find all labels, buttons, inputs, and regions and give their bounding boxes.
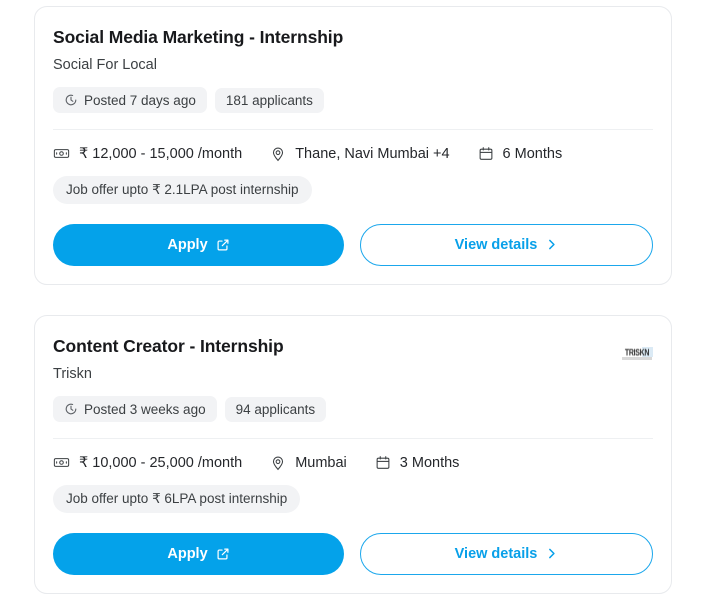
offer-row: Job offer upto ₹ 6LPA post internship [51, 485, 655, 513]
duration-text: 6 Months [502, 145, 563, 162]
company-logo-accent [642, 346, 653, 357]
company-logo: TRISKN [619, 344, 655, 362]
apply-button[interactable]: Apply [53, 223, 344, 266]
view-details-button[interactable]: View details [360, 223, 653, 266]
chevron-right-icon [545, 238, 558, 251]
applicants-pill: 181 applicants [214, 87, 324, 114]
offer-pill: Job offer upto ₹ 2.1LPA post internship [53, 176, 312, 204]
job-title: Social Media Marketing - Internship [53, 27, 344, 47]
chevron-right-icon [545, 547, 558, 560]
location-fact: Mumbai [270, 455, 347, 471]
calendar-icon [478, 146, 494, 162]
job-title: Content Creator - Internship [53, 335, 284, 356]
posted-pill: Posted 7 days ago [53, 87, 207, 114]
view-details-button[interactable]: View details [360, 532, 653, 575]
job-facts-row: ₹ 12,000 - 15,000 /month Thane, Navi Mum… [51, 145, 655, 162]
offer-row: Job offer upto ₹ 2.1LPA post internship [51, 176, 655, 204]
posted-text: Posted 7 days ago [84, 92, 196, 108]
applicants-text: 94 applicants [235, 401, 316, 417]
location-fact: Thane, Navi Mumbai +4 [270, 145, 450, 162]
offer-text: Job offer upto ₹ 6LPA post internship [66, 491, 288, 507]
external-link-icon [216, 238, 230, 252]
card-divider [53, 438, 653, 440]
duration-text: 3 Months [399, 454, 460, 471]
company-name: Triskn [53, 365, 92, 382]
banknote-icon [53, 454, 70, 471]
card-actions: Apply View details [51, 532, 655, 575]
applicants-pill: 94 applicants [224, 396, 327, 423]
location-text: Thane, Navi Mumbai +4 [295, 145, 450, 162]
view-details-button-label: View details [454, 236, 538, 253]
job-card[interactable]: Social Media Marketing - Internship Soci… [34, 6, 672, 285]
history-clock-icon [64, 402, 78, 416]
offer-text: Job offer upto ₹ 2.1LPA post internship [66, 182, 299, 198]
history-clock-icon [64, 93, 78, 107]
location-pin-icon [270, 455, 286, 471]
view-details-button-label: View details [454, 545, 538, 562]
company-logo-text: TRISKN [624, 349, 650, 358]
company-logo-underline [622, 356, 652, 360]
job-facts-row: ₹ 10,000 - 25,000 /month Mumbai [51, 454, 655, 471]
banknote-icon [53, 145, 70, 162]
card-actions: Apply View details [51, 223, 655, 266]
duration-fact: 3 Months [375, 454, 460, 471]
posted-pill: Posted 3 weeks ago [53, 396, 217, 423]
duration-fact: 6 Months [478, 145, 563, 162]
stipend-text: ₹ 12,000 - 15,000 /month [79, 145, 243, 162]
company-name: Social For Local [53, 57, 157, 73]
job-card-header: Social Media Marketing - Internship Soci… [51, 27, 655, 114]
calendar-icon [375, 455, 391, 471]
card-divider [53, 129, 653, 131]
location-pin-icon [270, 146, 286, 162]
posted-text: Posted 3 weeks ago [84, 401, 206, 417]
job-card-header: Content Creator - Internship Triskn TRIS… [51, 335, 655, 423]
offer-pill: Job offer upto ₹ 6LPA post internship [53, 485, 301, 513]
stipend-text: ₹ 10,000 - 25,000 /month [79, 454, 243, 471]
job-meta-row: Posted 3 weeks ago 94 applicants [53, 396, 653, 423]
job-card[interactable]: Content Creator - Internship Triskn TRIS… [34, 314, 672, 594]
location-text: Mumbai [295, 454, 347, 471]
apply-button-label: Apply [167, 545, 208, 562]
apply-button[interactable]: Apply [53, 532, 344, 575]
job-meta-row: Posted 7 days ago 181 applicants [53, 87, 653, 114]
external-link-icon [216, 547, 230, 561]
apply-button-label: Apply [167, 236, 208, 253]
stipend-fact: ₹ 10,000 - 25,000 /month [53, 454, 242, 471]
applicants-text: 181 applicants [225, 92, 313, 108]
stipend-fact: ₹ 12,000 - 15,000 /month [53, 145, 242, 162]
